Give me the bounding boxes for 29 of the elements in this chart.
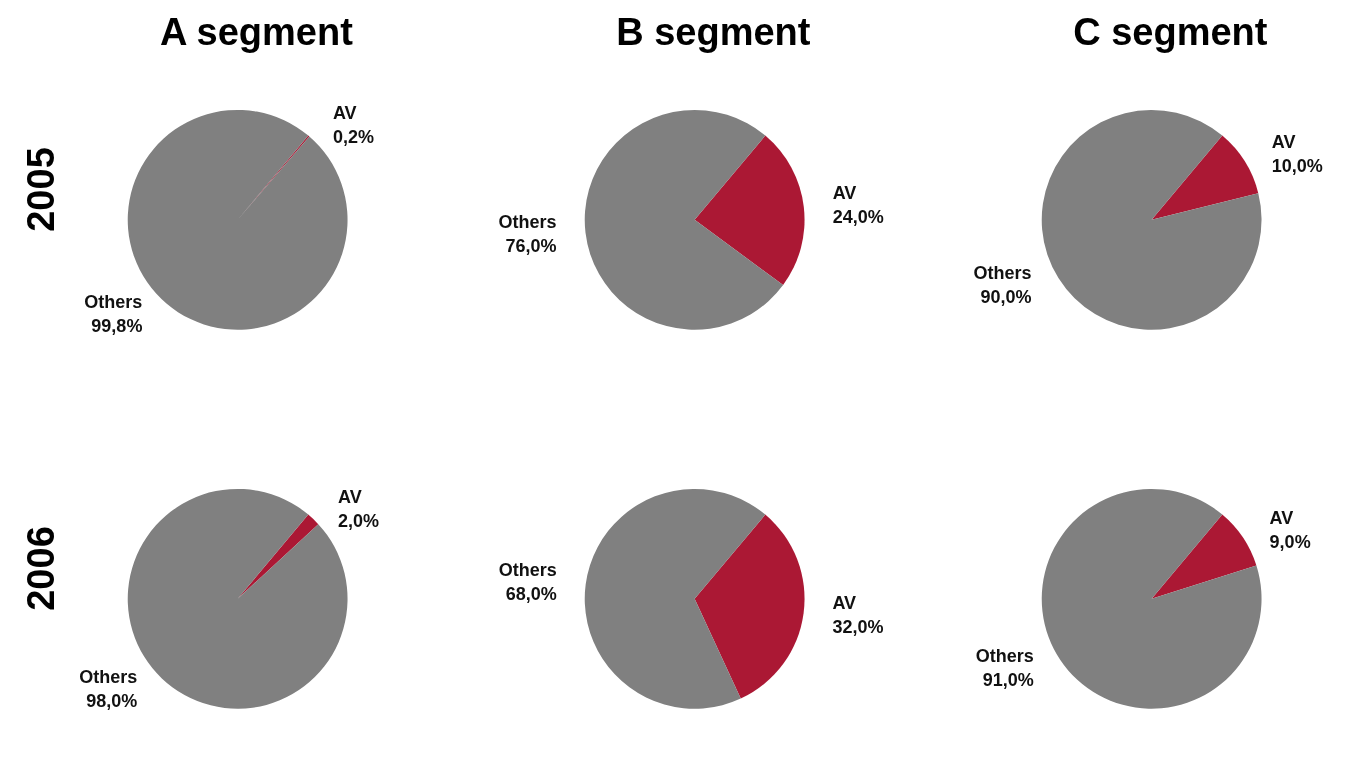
slice-label: AV	[1269, 507, 1294, 528]
chart-title: C segment	[1073, 11, 1268, 53]
data-label: 91,0%	[982, 669, 1034, 690]
data-label: 2,0%	[338, 511, 380, 532]
data-label: 0,2%	[332, 127, 374, 148]
slice-label: AV	[1271, 132, 1296, 153]
data-label: 99,8%	[91, 316, 143, 337]
data-label: 24,0%	[832, 207, 884, 228]
slice-label: Others	[975, 645, 1034, 666]
slice-label: Others	[498, 560, 557, 581]
slice-label: Others	[79, 666, 138, 687]
data-label: 76,0%	[505, 236, 557, 257]
slice-label: AV	[338, 487, 362, 508]
data-label: 32,0%	[832, 617, 884, 638]
data-label: 98,0%	[86, 690, 138, 711]
data-label: 9,0%	[1269, 531, 1311, 552]
slice-label: Others	[84, 292, 143, 313]
slice-label: AV	[832, 183, 857, 204]
data-label: 68,0%	[505, 584, 557, 605]
data-label: 90,0%	[980, 287, 1032, 308]
text: 2006	[20, 526, 62, 611]
slice-label: AV	[332, 103, 357, 124]
slice-label: AV	[832, 593, 857, 614]
data-label: 10,0%	[1271, 156, 1323, 177]
text: 2005	[20, 147, 62, 232]
chart-title: B segment	[616, 11, 811, 53]
chart-title: A segment	[159, 11, 354, 53]
slice-label: Others	[973, 263, 1032, 284]
slice-label: Others	[498, 212, 557, 233]
